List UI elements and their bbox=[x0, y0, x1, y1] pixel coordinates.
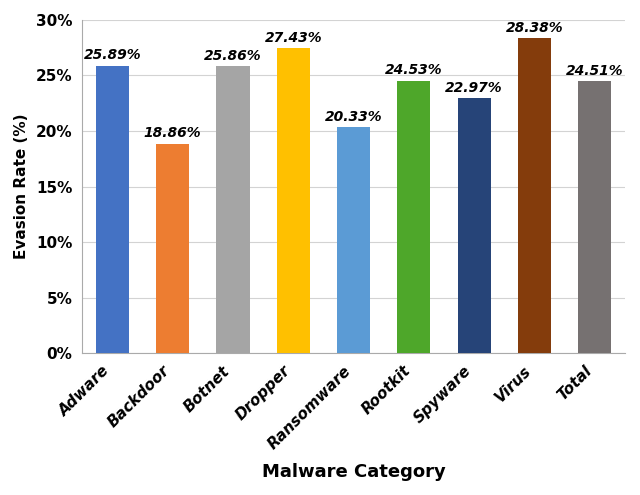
Bar bbox=[578, 81, 611, 353]
Text: 18.86%: 18.86% bbox=[144, 126, 202, 141]
Text: 24.51%: 24.51% bbox=[566, 63, 623, 78]
X-axis label: Malware Category: Malware Category bbox=[262, 463, 445, 481]
Bar bbox=[397, 81, 430, 353]
Bar bbox=[337, 127, 370, 353]
Text: 27.43%: 27.43% bbox=[264, 31, 322, 45]
Text: 22.97%: 22.97% bbox=[445, 81, 503, 95]
Bar bbox=[216, 66, 250, 353]
Bar bbox=[96, 65, 129, 353]
Bar bbox=[156, 144, 189, 353]
Text: 24.53%: 24.53% bbox=[385, 63, 443, 77]
Text: 28.38%: 28.38% bbox=[506, 21, 563, 35]
Bar bbox=[518, 38, 551, 353]
Y-axis label: Evasion Rate (%): Evasion Rate (%) bbox=[14, 114, 29, 259]
Text: 20.33%: 20.33% bbox=[324, 110, 382, 124]
Text: 25.89%: 25.89% bbox=[83, 48, 141, 62]
Bar bbox=[276, 49, 310, 353]
Text: 25.86%: 25.86% bbox=[204, 49, 262, 62]
Bar bbox=[458, 98, 491, 353]
